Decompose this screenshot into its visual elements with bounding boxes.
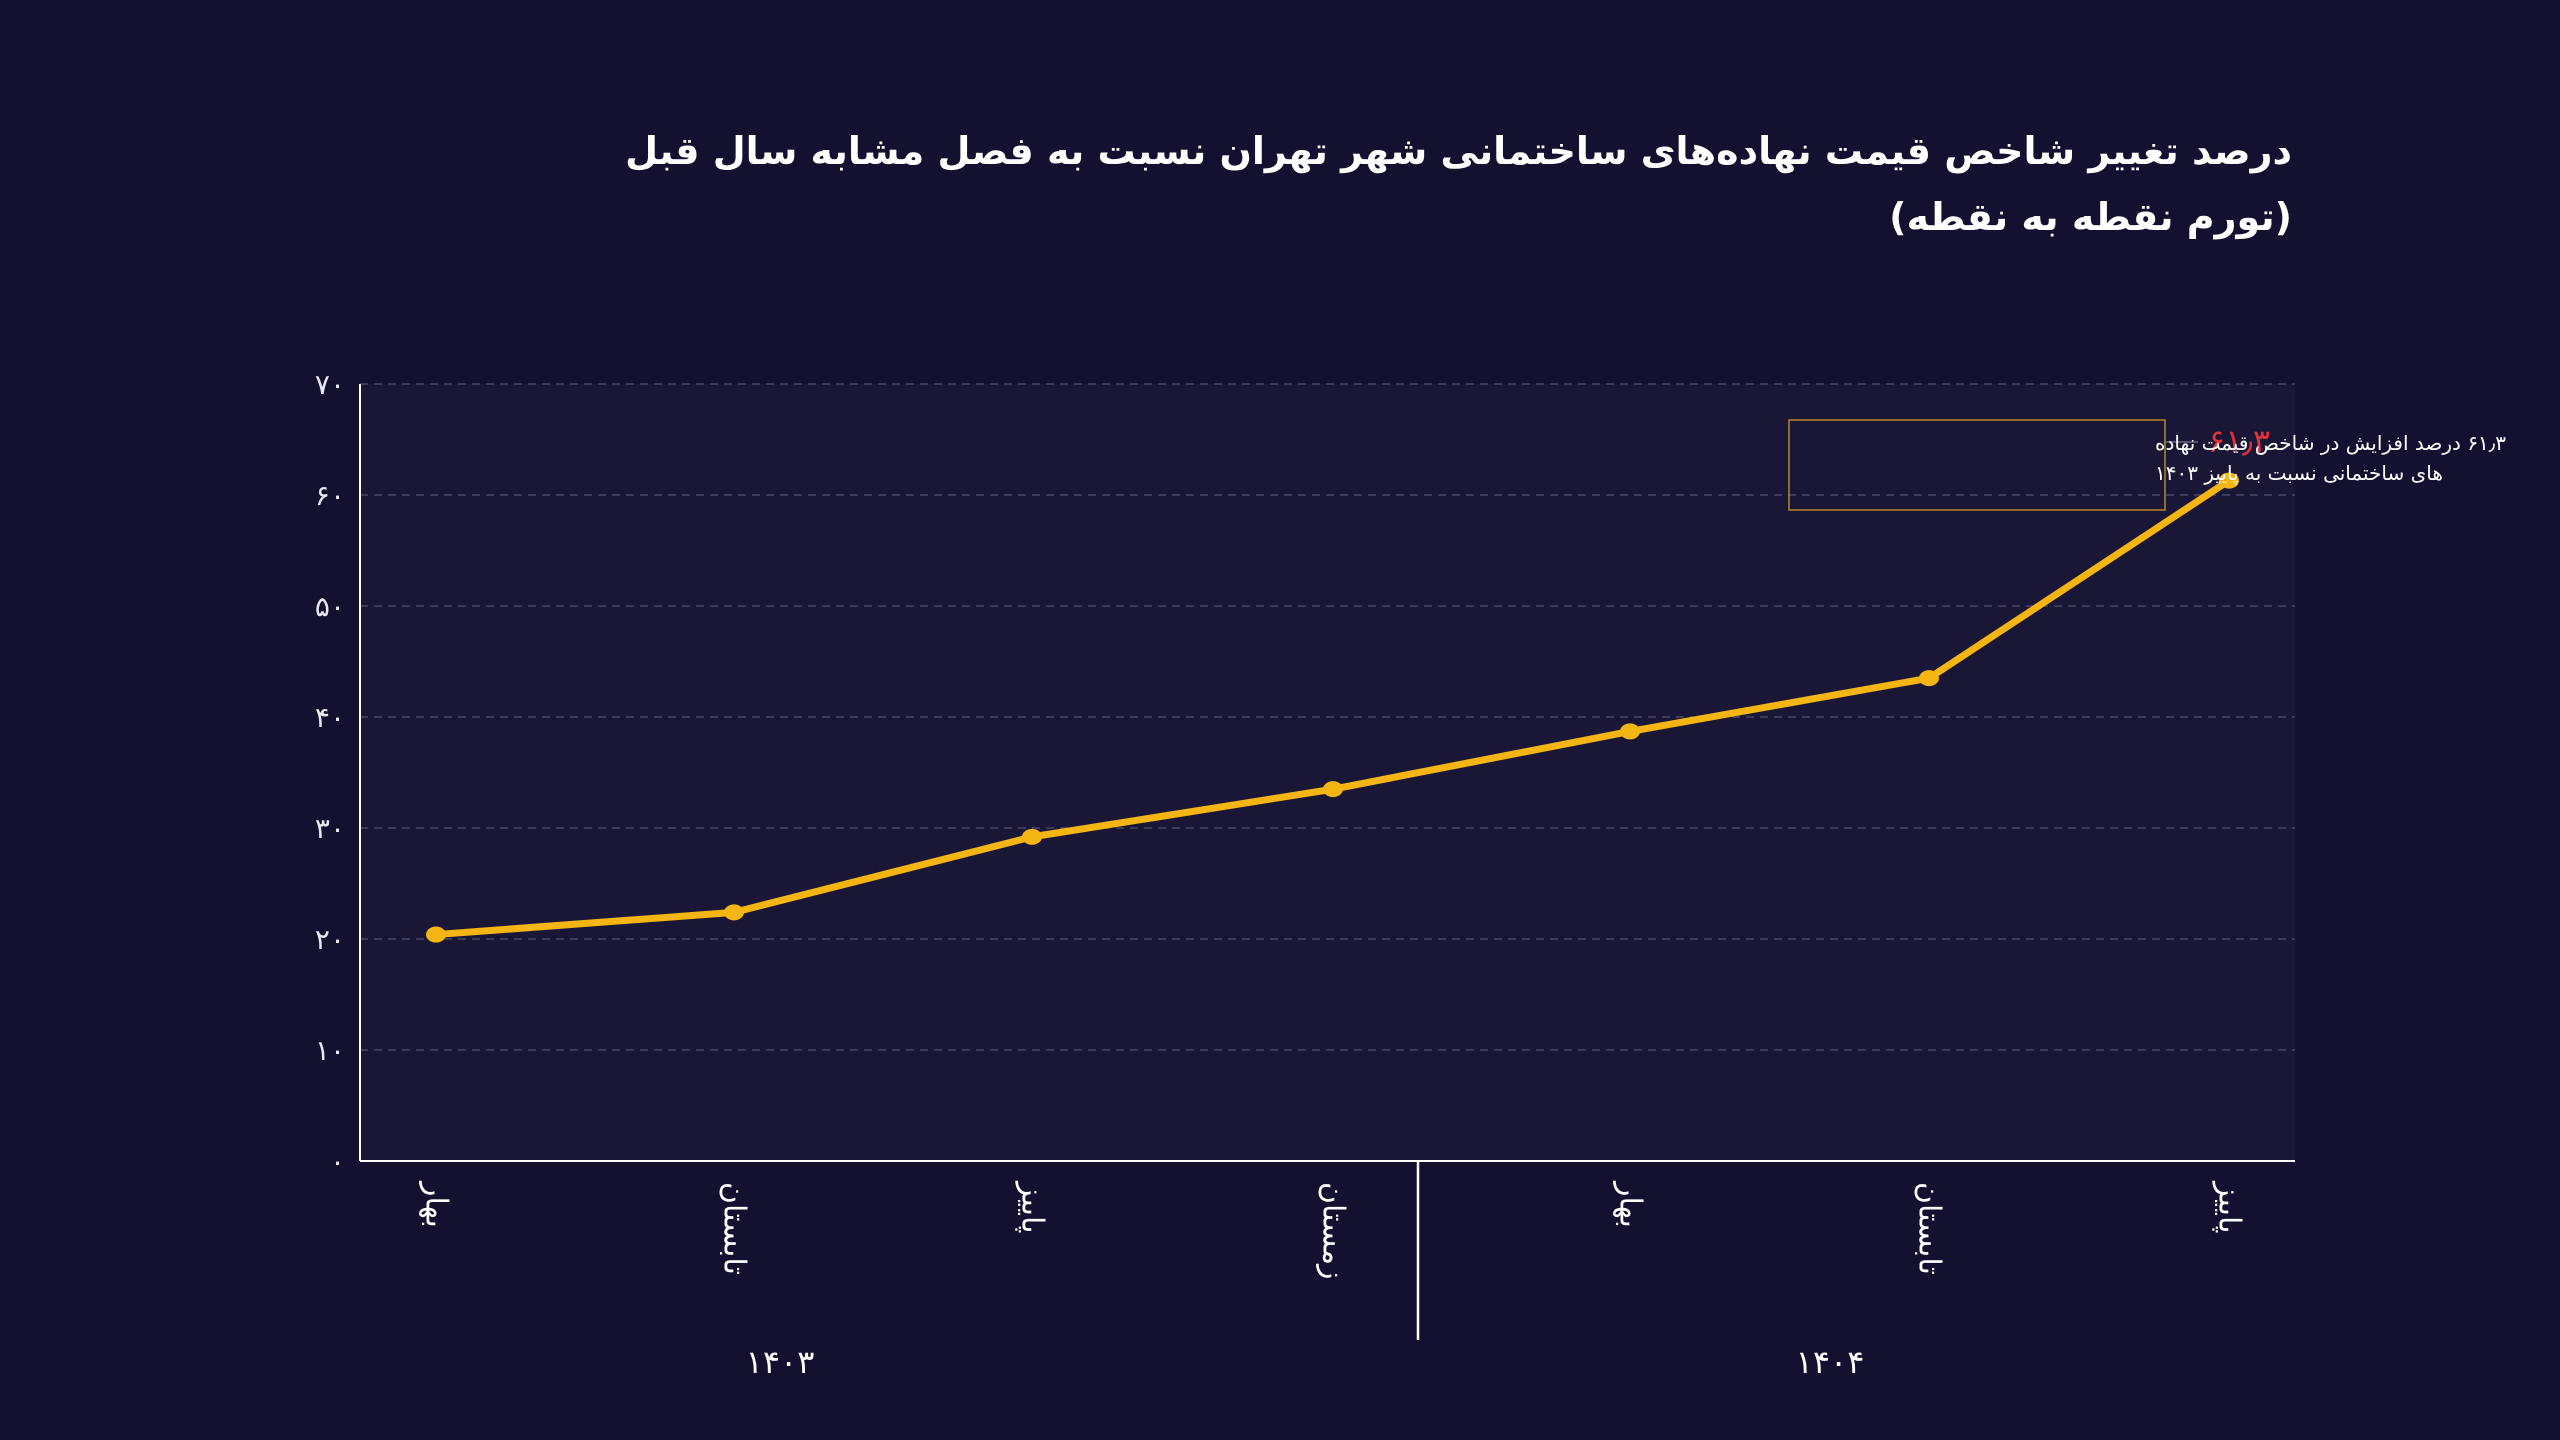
chart-subtitle: (تورم نقطه به نقطه): [1889, 195, 2292, 239]
data-point: [2219, 472, 2239, 489]
y-tick-label: ۱۰: [315, 1034, 345, 1067]
annotation-text: های ساختمانی نسبت به پاییز ۱۴۰۳: [2155, 461, 2443, 486]
data-point: [1919, 670, 1939, 687]
data-point: [426, 926, 446, 943]
x-group-label: ۱۴۰۳: [746, 1343, 815, 1381]
y-tick-label: ۵۰: [315, 590, 345, 623]
x-tick-label: پاییز: [1015, 1180, 1050, 1233]
data-point: [724, 904, 744, 921]
plot-area: [360, 384, 2295, 1161]
y-tick-label: ۴۰: [315, 701, 345, 734]
data-point: [1323, 781, 1343, 798]
annotation-text: ۶۱٫۳ درصد افزایش در شاخص قیمت نهاده: [2155, 431, 2506, 455]
data-point: [1022, 828, 1042, 845]
y-tick-label: ۰: [330, 1145, 345, 1178]
x-tick-label: تابستان: [1912, 1182, 1947, 1275]
highlight-value-label: ۶۱٫۳: [2208, 422, 2270, 460]
chart-title: درصد تغییر شاخص قیمت نهاده‌های ساختمانی …: [625, 129, 2292, 173]
data-point: [1620, 723, 1640, 740]
x-tick-label: بهار: [1613, 1180, 1648, 1228]
x-tick-label: پاییز: [2212, 1180, 2247, 1233]
y-tick-label: ۳۰: [315, 812, 345, 845]
y-tick-label: ۷۰: [315, 368, 345, 401]
x-tick-label: تابستان: [717, 1182, 752, 1275]
x-group-label: ۱۴۰۴: [1796, 1343, 1865, 1381]
chart-title-block: درصد تغییر شاخص قیمت نهاده‌های ساختمانی …: [625, 118, 2292, 250]
y-tick-label: ۶۰: [315, 479, 345, 512]
x-tick-label: بهار: [419, 1180, 454, 1228]
x-tick-label: زمستان: [1316, 1182, 1351, 1280]
y-tick-label: ۲۰: [315, 923, 345, 956]
annotation-box: [1788, 419, 2166, 511]
